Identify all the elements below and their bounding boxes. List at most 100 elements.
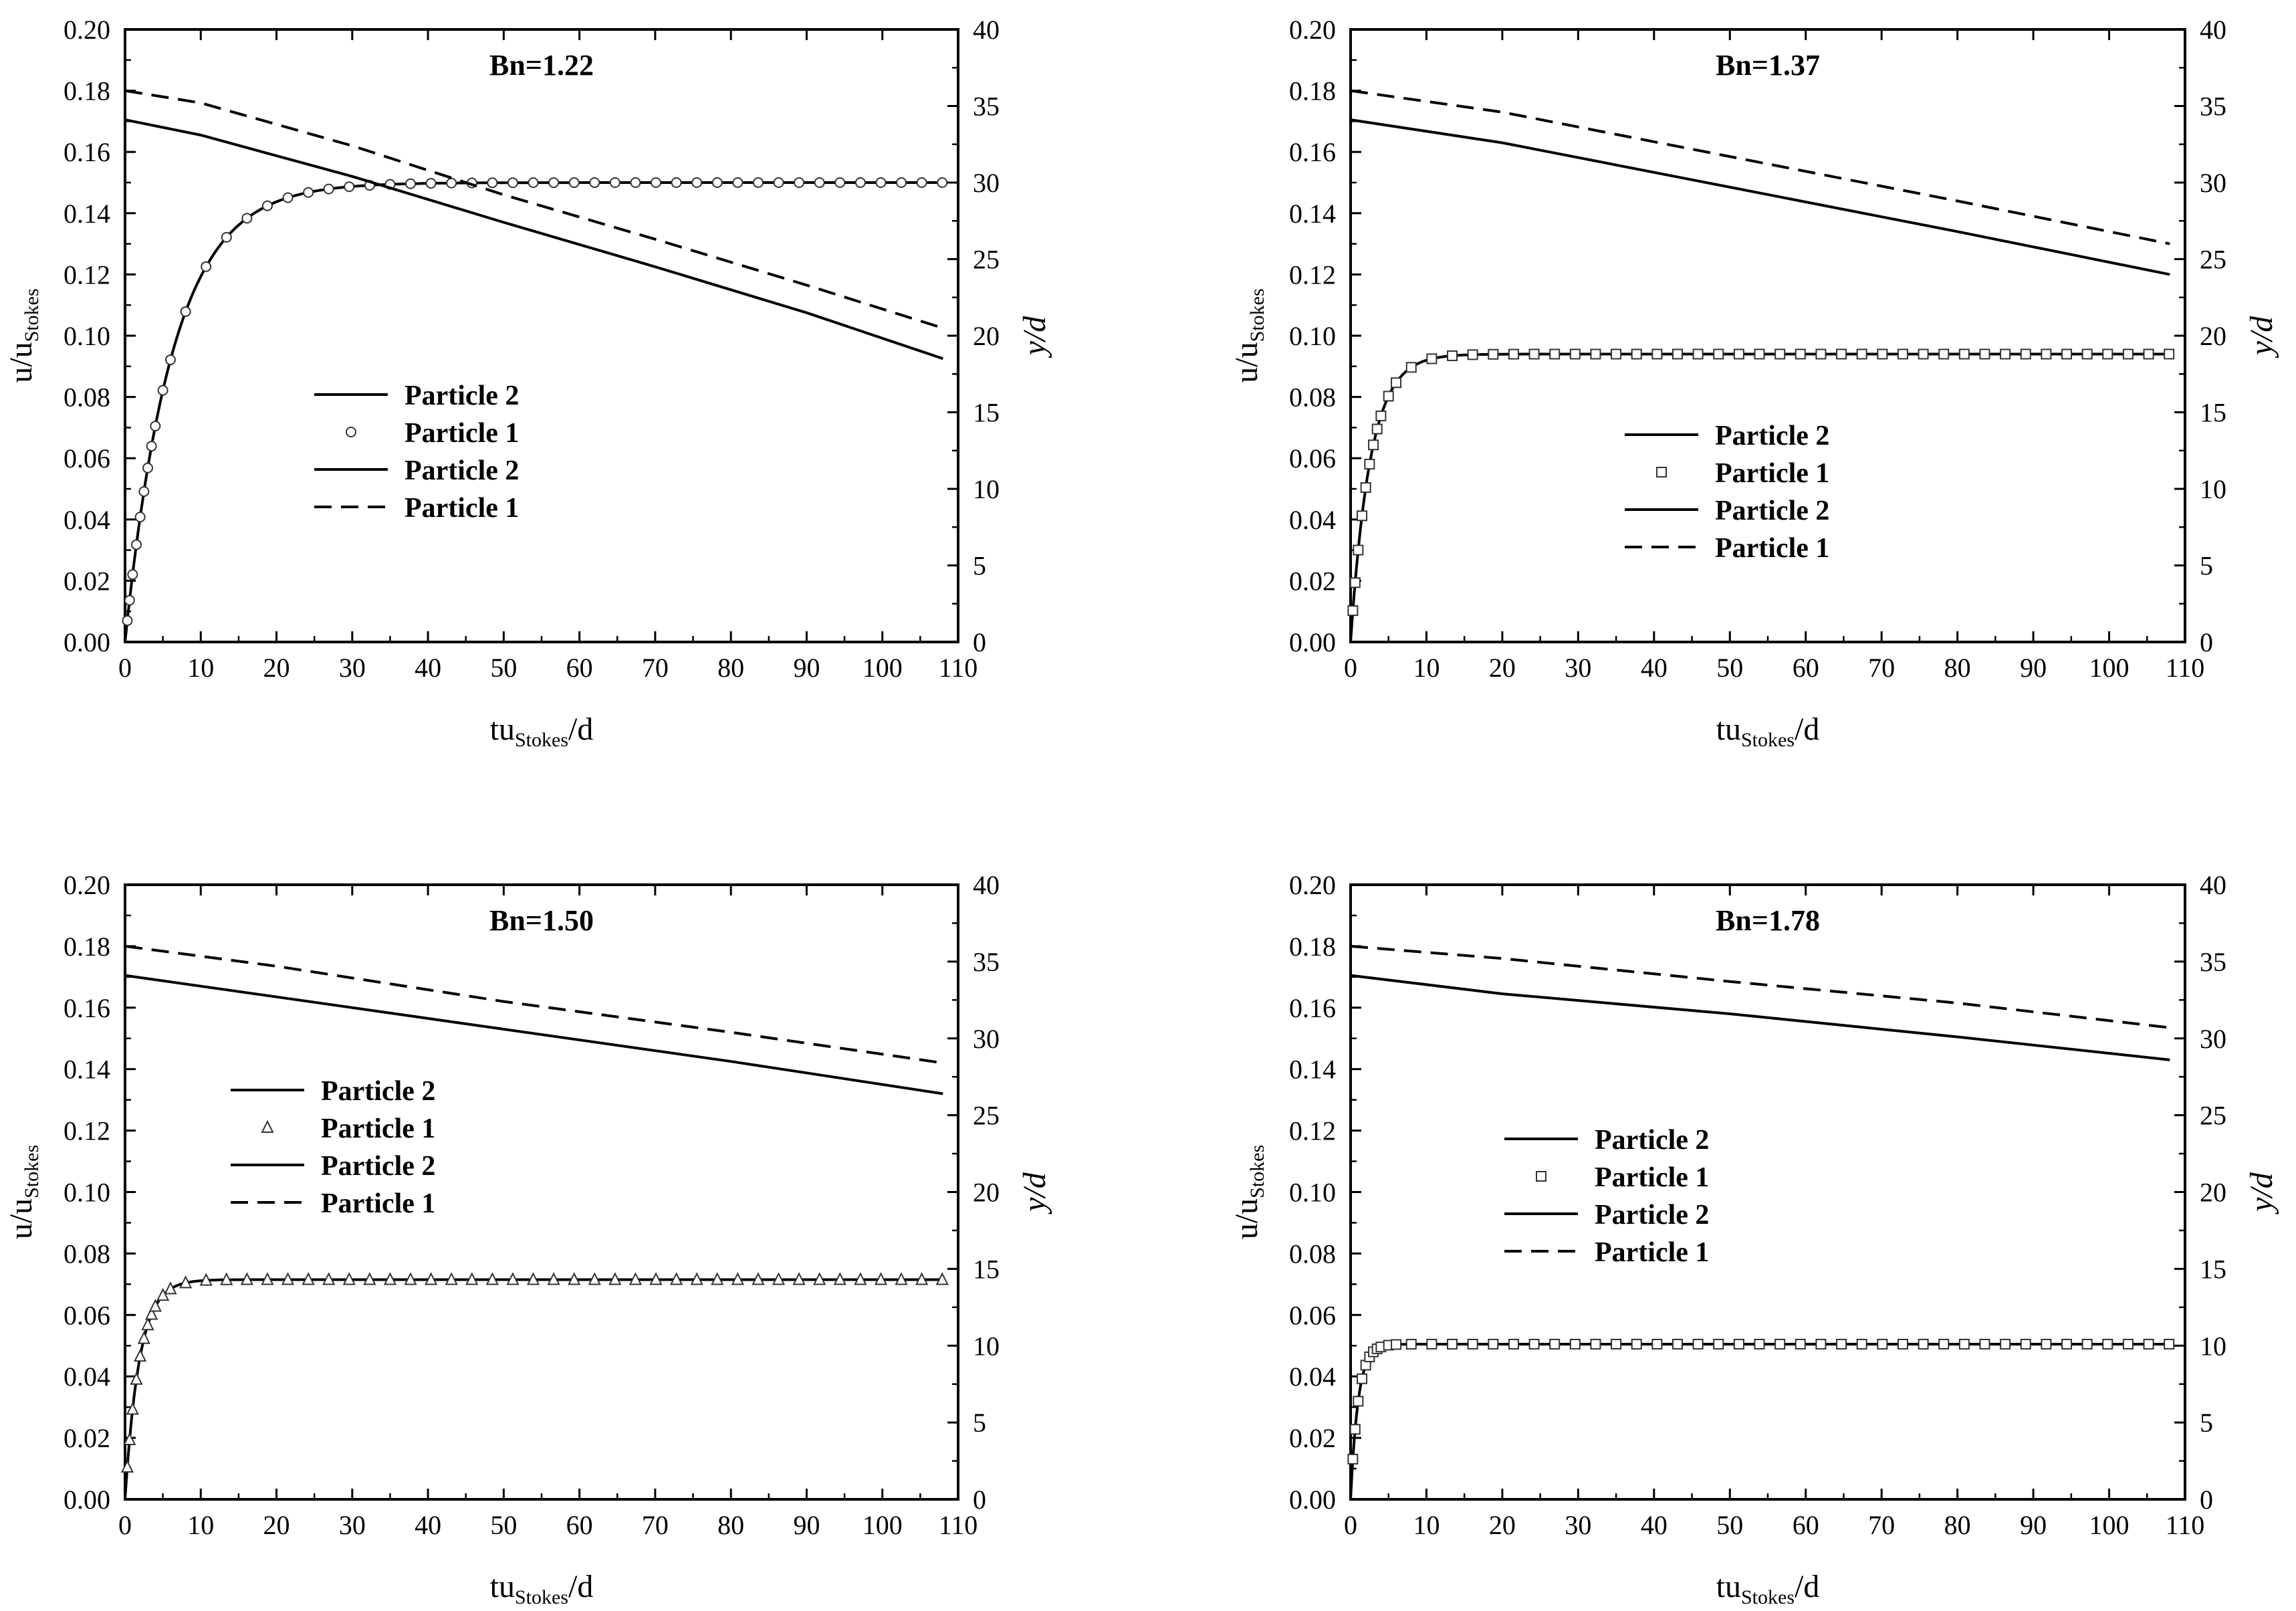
data-point <box>1918 348 1929 360</box>
y-tick-label: 0.14 <box>64 1055 110 1085</box>
data-point <box>2122 1338 2134 1350</box>
x-axis-label-tail: /d <box>568 712 593 747</box>
x-tick-label: 100 <box>863 1510 903 1540</box>
y-tick-label: 0.18 <box>1289 76 1336 106</box>
data-point <box>1897 348 1908 360</box>
data-point <box>241 213 253 224</box>
data-point <box>156 1287 170 1301</box>
y-tick-label: 0.08 <box>1289 1239 1336 1269</box>
data-point <box>1528 348 1540 360</box>
data-point <box>1938 348 1950 360</box>
data-point <box>1426 1338 1438 1350</box>
x-tick-label: 70 <box>642 653 669 683</box>
y2-tick-label: 0 <box>973 627 986 657</box>
data-point <box>895 1272 908 1285</box>
x-axis-label-sub: Stokes <box>515 1586 568 1608</box>
data-point <box>628 1272 643 1285</box>
series-markers-1 <box>122 177 948 627</box>
data-point <box>1447 350 1458 361</box>
series-markers-1 <box>120 1272 949 1473</box>
x-tick-label: 40 <box>415 1510 441 1540</box>
y2-tick-label: 10 <box>2200 474 2226 504</box>
data-point <box>1368 439 1379 451</box>
x-tick-label: 0 <box>1344 653 1357 683</box>
data-point <box>2164 1338 2175 1350</box>
x-tick-label: 50 <box>1716 1510 1743 1540</box>
series-line-3 <box>124 944 943 1065</box>
y2-tick-label: 40 <box>2200 870 2226 900</box>
data-point <box>916 177 927 189</box>
data-point <box>1569 1338 1581 1350</box>
data-point <box>487 177 498 189</box>
y-axis-label-sub: Stokes <box>21 1145 43 1198</box>
data-point <box>323 183 334 195</box>
x-tick-label: 0 <box>118 1510 132 1540</box>
data-point <box>671 177 682 189</box>
y2-tick-label: 25 <box>2200 245 2226 275</box>
data-point <box>124 595 135 606</box>
x-axis-label-sub: Stokes <box>1741 729 1795 751</box>
series-line-2 <box>124 118 943 360</box>
data-point <box>507 177 518 189</box>
data-point <box>1918 1338 1929 1350</box>
legend: Particle 2 Particle 1 Particle 2 Particle 1 <box>1625 421 1829 564</box>
data-point <box>1877 1338 1888 1350</box>
series-line-2 <box>1350 118 2170 276</box>
legend-marker <box>1536 1171 1546 1182</box>
x-tick-label: 80 <box>1944 653 1971 683</box>
x-tick-label: 30 <box>1565 1510 1591 1540</box>
x-tick-label: 10 <box>1413 653 1440 683</box>
data-point <box>1795 348 1806 360</box>
y2-tick-label: 25 <box>2200 1101 2226 1131</box>
data-point <box>1979 348 1990 360</box>
y-tick-label: 0.20 <box>1289 870 1336 900</box>
x-tick-label: 80 <box>717 1510 744 1540</box>
data-point <box>405 178 417 189</box>
data-point <box>1357 1373 1368 1384</box>
x-tick-label: 10 <box>1413 1510 1440 1540</box>
data-point <box>134 1348 147 1362</box>
x-tick-label: 60 <box>566 653 593 683</box>
legend-marker <box>261 1119 274 1133</box>
y-axis-label-main: u/u <box>3 342 39 383</box>
y-tick-label: 0.02 <box>64 1423 110 1453</box>
y2-tick-label: 25 <box>973 245 1000 275</box>
x-axis-label-main: tu <box>490 712 515 747</box>
data-point <box>1353 544 1364 556</box>
y2-tick-label: 20 <box>2200 1178 2226 1208</box>
y-tick-label: 0.20 <box>1289 15 1336 45</box>
x-tick-label: 10 <box>187 1510 214 1540</box>
data-point <box>670 1272 683 1285</box>
y-tick-label: 0.08 <box>64 383 110 413</box>
x-tick-label: 70 <box>1868 653 1895 683</box>
y-tick-label: 0.18 <box>1289 932 1336 962</box>
x-tick-label: 30 <box>339 1510 366 1540</box>
y2-axis-label: y/d <box>1017 1172 1052 1215</box>
data-point <box>1528 1338 1540 1350</box>
plot-frame <box>124 883 959 1501</box>
legend-label: Particle 2 <box>405 381 519 411</box>
data-point <box>711 177 723 189</box>
data-point <box>1349 577 1361 588</box>
data-point <box>526 1272 540 1285</box>
data-point <box>164 1281 177 1295</box>
data-point <box>608 1272 622 1285</box>
y2-tick-label: 5 <box>2200 1408 2213 1438</box>
y2-tick-label: 35 <box>973 92 1000 122</box>
data-point <box>1549 348 1561 360</box>
legend-label: Particle 2 <box>1715 421 1829 451</box>
data-point <box>282 192 294 203</box>
data-point <box>281 1272 295 1285</box>
data-point <box>142 462 153 473</box>
data-point <box>773 177 784 189</box>
data-point <box>752 1272 765 1285</box>
y-tick-label: 0.00 <box>1289 627 1336 657</box>
y-tick-label: 0.06 <box>1289 1300 1336 1330</box>
data-point <box>1897 1338 1908 1350</box>
series-line-0 <box>1349 1343 2170 1500</box>
data-point <box>122 615 133 627</box>
data-point <box>146 441 157 452</box>
y-tick-label: 0.06 <box>1289 443 1336 473</box>
data-point <box>1488 1338 1499 1350</box>
